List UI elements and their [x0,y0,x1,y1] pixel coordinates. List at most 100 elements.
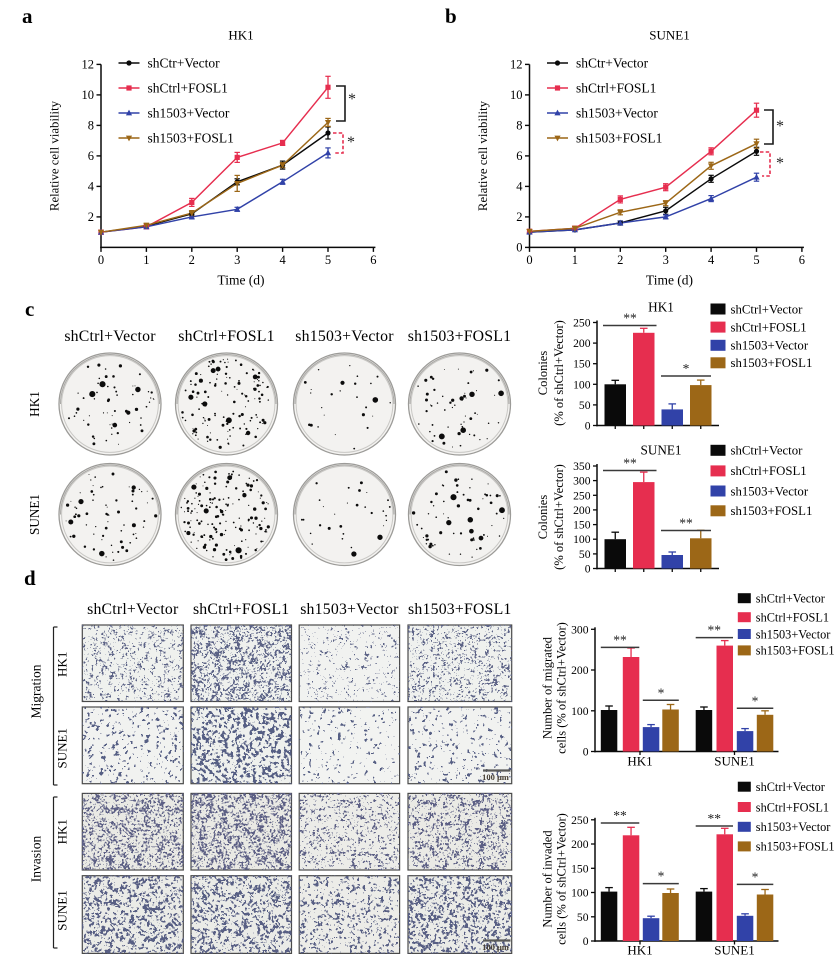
svg-text:300: 300 [573,475,591,488]
svg-text:*: * [752,693,759,708]
svg-text:SUNE1: SUNE1 [640,443,681,458]
svg-text:sh1503+Vector: sh1503+Vector [148,106,230,121]
svg-text:50: 50 [577,911,589,924]
svg-text:SUNE1: SUNE1 [55,728,70,768]
svg-text:Colonies: Colonies [536,351,550,396]
svg-text:200: 200 [573,337,591,350]
svg-text:HK1: HK1 [55,819,70,844]
svg-text:SUNE1: SUNE1 [27,494,42,535]
svg-text:*: * [658,685,665,700]
svg-text:sh1503+FOSL1: sh1503+FOSL1 [408,328,511,345]
svg-text:HK1: HK1 [627,754,652,769]
svg-text:4: 4 [279,253,286,267]
svg-text:**: ** [623,311,637,326]
svg-text:SUNE1: SUNE1 [714,754,754,769]
svg-text:*: * [683,361,690,376]
svg-text:1: 1 [572,253,578,267]
svg-text:10: 10 [82,88,95,102]
svg-text:shCtr+Vector: shCtr+Vector [148,56,221,71]
svg-text:*: * [752,869,759,884]
svg-text:4: 4 [708,253,715,267]
svg-text:Relative cell viability: Relative cell viability [476,100,490,211]
svg-text:shCtrl+FOSL1: shCtrl+FOSL1 [178,328,274,345]
svg-text:shCtrl+FOSL1: shCtrl+FOSL1 [756,611,829,625]
svg-text:SUNE1: SUNE1 [649,28,689,43]
svg-text:5: 5 [753,253,759,267]
svg-text:shCtrl+FOSL1: shCtrl+FOSL1 [756,800,829,814]
svg-text:0: 0 [583,935,589,948]
svg-text:2: 2 [88,210,94,224]
svg-text:sh1503+FOSL1: sh1503+FOSL1 [148,131,234,146]
svg-text:1: 1 [143,253,149,267]
svg-text:d: d [24,566,36,590]
svg-text:a: a [22,4,33,28]
svg-text:250: 250 [573,489,591,502]
svg-text:4: 4 [88,180,95,194]
svg-text:sh1503+Vector: sh1503+Vector [300,601,399,618]
svg-text:shCtrl+FOSL1: shCtrl+FOSL1 [193,601,289,618]
svg-text:150: 150 [571,862,589,875]
svg-text:HK1: HK1 [55,652,70,677]
svg-text:Time (d): Time (d) [646,272,693,287]
svg-text:HK1: HK1 [648,300,674,315]
svg-text:0: 0 [585,420,591,433]
svg-text:100: 100 [571,887,589,900]
svg-text:shCtrl+Vector: shCtrl+Vector [756,780,825,794]
svg-text:HK1: HK1 [627,943,652,958]
svg-text:2: 2 [617,253,623,267]
svg-text:*: * [658,869,665,884]
svg-text:**: ** [623,456,637,471]
svg-text:250: 250 [573,317,591,330]
svg-text:50: 50 [579,548,591,561]
svg-text:**: ** [708,623,722,638]
svg-text:sh1503+Vector: sh1503+Vector [731,484,809,498]
svg-text:**: ** [613,808,627,823]
svg-text:8: 8 [516,119,522,133]
svg-text:sh1503+Vector: sh1503+Vector [295,328,394,345]
svg-text:100: 100 [571,705,589,718]
svg-text:sh1503+FOSL1: sh1503+FOSL1 [756,840,834,854]
svg-text:SUNE1: SUNE1 [55,890,70,930]
svg-text:shCtrl+Vector: shCtrl+Vector [87,601,179,618]
svg-text:sh1503+FOSL1: sh1503+FOSL1 [756,644,834,658]
svg-text:100 μm: 100 μm [482,942,509,952]
svg-text:sh1503+FOSL1: sh1503+FOSL1 [408,601,511,618]
svg-text:2: 2 [516,210,522,224]
svg-text:Colonies: Colonies [536,495,550,540]
svg-text:0: 0 [585,563,591,576]
svg-text:c: c [25,297,34,321]
svg-text:200: 200 [571,838,589,851]
svg-text:sh1503+Vector: sh1503+Vector [756,627,831,641]
svg-text:SUNE1: SUNE1 [714,943,754,958]
svg-text:2: 2 [189,253,195,267]
svg-text:Time (d): Time (d) [217,272,264,287]
svg-text:shCtrl+Vector: shCtrl+Vector [756,592,825,606]
svg-text:3: 3 [663,253,669,267]
svg-text:shCtrl+Vector: shCtrl+Vector [731,444,804,458]
svg-text:300: 300 [571,623,589,636]
svg-text:100: 100 [573,533,591,546]
svg-text:**: ** [708,811,722,826]
svg-text:100: 100 [573,378,591,391]
svg-text:4: 4 [516,180,523,194]
svg-text:shCtrl+FOSL1: shCtrl+FOSL1 [148,81,228,96]
svg-text:Number of invaded: Number of invaded [541,830,555,928]
svg-text:12: 12 [510,58,523,72]
svg-text:0: 0 [526,253,532,267]
svg-text:12: 12 [82,58,95,72]
svg-text:b: b [445,4,457,28]
svg-text:*: * [776,118,784,135]
svg-text:shCtrl+FOSL1: shCtrl+FOSL1 [731,464,807,478]
svg-text:shCtrl+Vector: shCtrl+Vector [64,328,156,345]
svg-text:(% of shCtrl+Vector): (% of shCtrl+Vector) [552,464,566,570]
svg-text:8: 8 [88,119,94,133]
svg-text:cells (% of shCtrl+Vector): cells (% of shCtrl+Vector) [555,622,569,754]
svg-text:sh1503+Vector: sh1503+Vector [576,106,658,121]
svg-text:0: 0 [583,746,589,759]
svg-text:sh1503+FOSL1: sh1503+FOSL1 [731,504,813,518]
svg-text:(% of shCtrl+Vector): (% of shCtrl+Vector) [552,320,566,426]
svg-text:Invasion: Invasion [29,836,44,883]
svg-text:sh1503+FOSL1: sh1503+FOSL1 [731,356,813,370]
svg-text:200: 200 [573,504,591,517]
svg-text:200: 200 [571,664,589,677]
